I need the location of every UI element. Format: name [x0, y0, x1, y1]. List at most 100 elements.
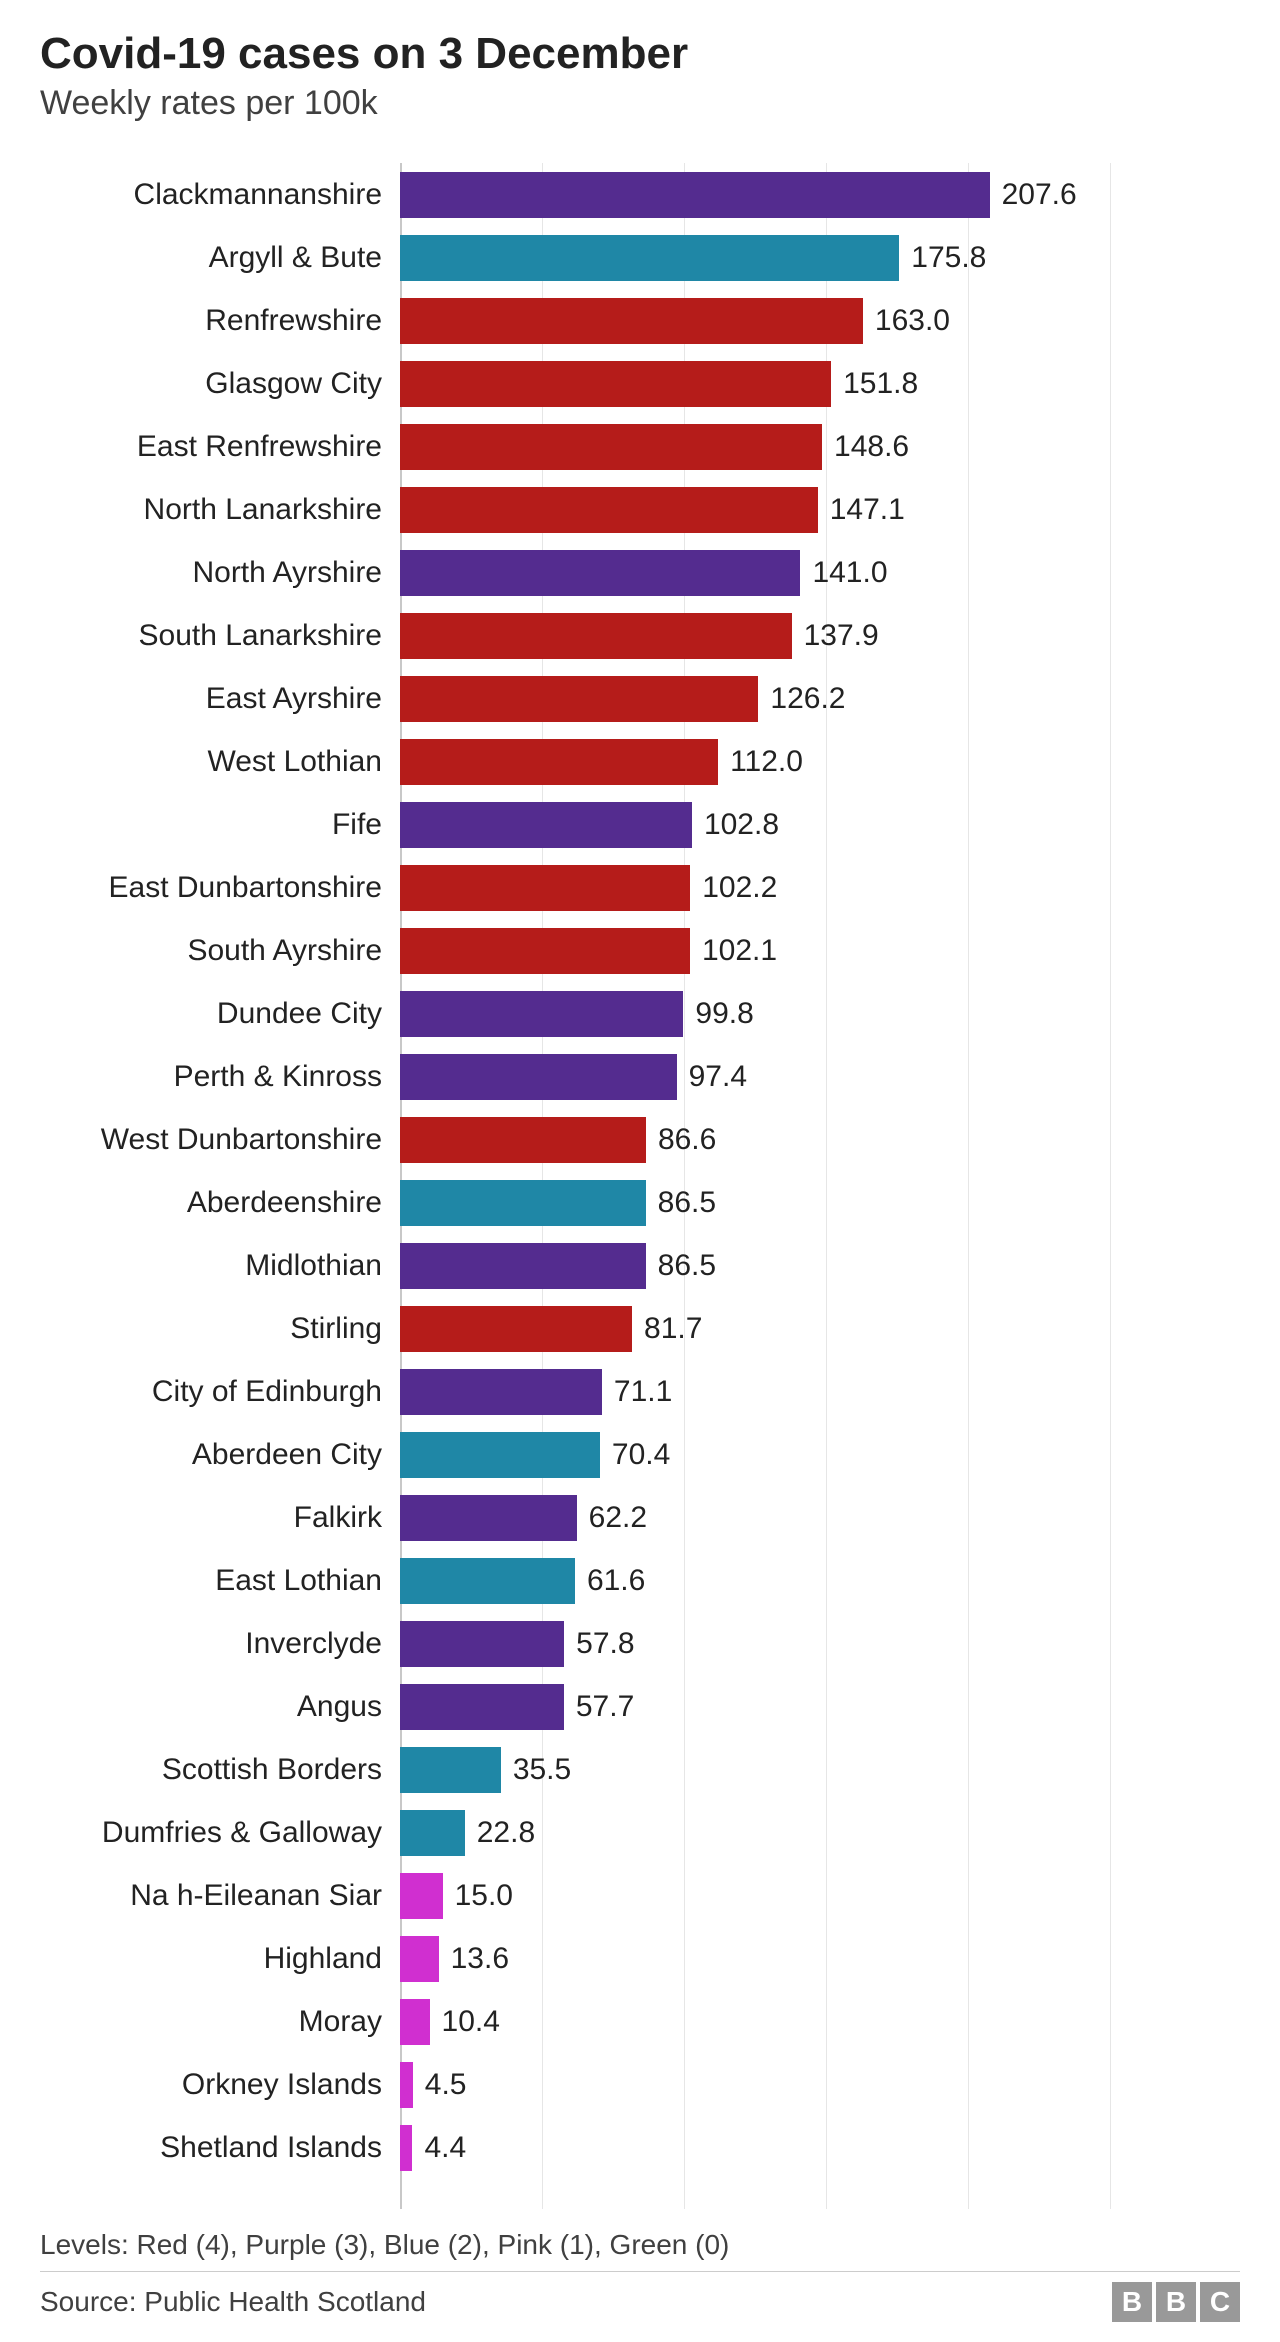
bar — [400, 1873, 443, 1919]
bar-value: 102.8 — [692, 808, 779, 842]
row-label: City of Edinburgh — [40, 1375, 400, 1409]
bar — [400, 1369, 602, 1415]
bar-track: 97.4 — [400, 1051, 1110, 1103]
bar-track: 71.1 — [400, 1366, 1110, 1418]
row-label: Angus — [40, 1690, 400, 1724]
bar-track: 81.7 — [400, 1303, 1110, 1355]
bar-track: 86.5 — [400, 1240, 1110, 1292]
bar — [400, 1936, 439, 1982]
bar-track: 99.8 — [400, 988, 1110, 1040]
bar-track: 4.5 — [400, 2059, 1110, 2111]
bar — [400, 1684, 564, 1730]
bar-track: 102.1 — [400, 925, 1110, 977]
bar-track: 62.2 — [400, 1492, 1110, 1544]
table-row: Aberdeen City 70.4 — [40, 1423, 1240, 1486]
bar-track: 13.6 — [400, 1933, 1110, 1985]
row-label: Na h-Eileanan Siar — [40, 1879, 400, 1913]
table-row: Midlothian 86.5 — [40, 1234, 1240, 1297]
bar-track: 102.8 — [400, 799, 1110, 851]
bar — [400, 1054, 677, 1100]
table-row: South Ayrshire 102.1 — [40, 919, 1240, 982]
table-row: East Lothian 61.6 — [40, 1549, 1240, 1612]
row-label: West Dunbartonshire — [40, 1123, 400, 1157]
row-label: Argyll & Bute — [40, 241, 400, 275]
table-row: Falkirk62.2 — [40, 1486, 1240, 1549]
table-row: West Lothian112.0 — [40, 730, 1240, 793]
bar-value: 22.8 — [465, 1816, 535, 1850]
row-label: Orkney Islands — [40, 2068, 400, 2102]
bar-value: 126.2 — [758, 682, 845, 716]
row-label: South Ayrshire — [40, 934, 400, 968]
row-label: East Renfrewshire — [40, 430, 400, 464]
bar-value: 112.0 — [718, 745, 803, 779]
chart-title: Covid-19 cases on 3 December — [40, 30, 1240, 78]
table-row: Moray10.4 — [40, 1990, 1240, 2053]
bar — [400, 802, 692, 848]
bar-track: 57.8 — [400, 1618, 1110, 1670]
bar-value: 13.6 — [439, 1942, 509, 1976]
bar-track: 126.2 — [400, 673, 1110, 725]
row-label: Moray — [40, 2005, 400, 2039]
bar-track: 175.8 — [400, 232, 1110, 284]
row-label: Shetland Islands — [40, 2131, 400, 2165]
bar — [400, 424, 822, 470]
table-row: Highland 13.6 — [40, 1927, 1240, 1990]
bar-value: 81.7 — [632, 1312, 702, 1346]
bar-value: 102.1 — [690, 934, 777, 968]
row-label: Clackmannanshire — [40, 178, 400, 212]
bar — [400, 550, 800, 596]
bar-track: 148.6 — [400, 421, 1110, 473]
bar-track: 141.0 — [400, 547, 1110, 599]
row-label: South Lanarkshire — [40, 619, 400, 653]
row-label: Stirling — [40, 1312, 400, 1346]
bar-value: 57.8 — [564, 1627, 634, 1661]
bar-value: 86.5 — [646, 1249, 716, 1283]
bar-value: 71.1 — [602, 1375, 672, 1409]
bar-value: 99.8 — [683, 997, 753, 1031]
table-row: Aberdeenshire86.5 — [40, 1171, 1240, 1234]
table-row: Argyll & Bute175.8 — [40, 226, 1240, 289]
bar — [400, 2125, 412, 2171]
bar-track: 102.2 — [400, 862, 1110, 914]
table-row: Stirling 81.7 — [40, 1297, 1240, 1360]
table-row: Shetland Islands4.4 — [40, 2116, 1240, 2179]
table-row: Clackmannanshire207.6 — [40, 163, 1240, 226]
row-label: Highland — [40, 1942, 400, 1976]
bar — [400, 1117, 646, 1163]
bar-track: 22.8 — [400, 1807, 1110, 1859]
table-row: Dumfries & Galloway 22.8 — [40, 1801, 1240, 1864]
row-label: Aberdeen City — [40, 1438, 400, 1472]
bar — [400, 1243, 646, 1289]
table-row: West Dunbartonshire86.6 — [40, 1108, 1240, 1171]
attribution-block: B — [1112, 2282, 1152, 2322]
bar — [400, 235, 899, 281]
bar-value: 97.4 — [677, 1060, 747, 1094]
bar-value: 86.5 — [646, 1186, 716, 1220]
bar-value: 102.2 — [690, 871, 777, 905]
table-row: Inverclyde57.8 — [40, 1612, 1240, 1675]
bar-value: 147.1 — [818, 493, 905, 527]
row-label: Midlothian — [40, 1249, 400, 1283]
table-row: City of Edinburgh 71.1 — [40, 1360, 1240, 1423]
bar — [400, 991, 683, 1037]
bar — [400, 172, 990, 218]
bar-value: 70.4 — [600, 1438, 670, 1472]
bar-track: 4.4 — [400, 2122, 1110, 2174]
table-row: South Lanarkshire137.9 — [40, 604, 1240, 667]
bar-value: 141.0 — [800, 556, 887, 590]
table-row: Angus57.7 — [40, 1675, 1240, 1738]
bar — [400, 1432, 600, 1478]
bar — [400, 487, 818, 533]
bar-value: 61.6 — [575, 1564, 645, 1598]
bar — [400, 676, 758, 722]
row-label: Dumfries & Galloway — [40, 1816, 400, 1850]
row-label: East Lothian — [40, 1564, 400, 1598]
legend-note: Levels: Red (4), Purple (3), Blue (2), P… — [40, 2217, 1240, 2271]
bar-track: 163.0 — [400, 295, 1110, 347]
bar — [400, 1810, 465, 1856]
bar — [400, 865, 690, 911]
table-row: Na h-Eileanan Siar15.0 — [40, 1864, 1240, 1927]
bar-track: 15.0 — [400, 1870, 1110, 1922]
bar-track: 10.4 — [400, 1996, 1110, 2048]
row-label: Scottish Borders — [40, 1753, 400, 1787]
